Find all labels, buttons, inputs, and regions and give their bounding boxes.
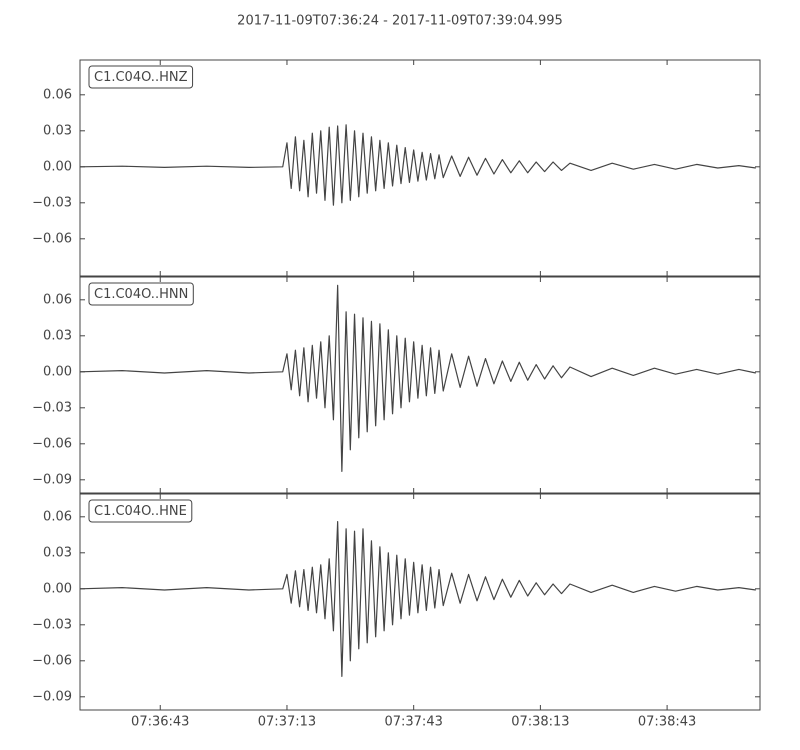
- x-tick-label: 07:37:43: [384, 715, 442, 730]
- waveform: [79, 124, 756, 206]
- y-tick-label: 0.06: [43, 292, 72, 307]
- y-tick-label: −0.03: [32, 195, 72, 210]
- x-tick-label: 07:38:43: [638, 715, 696, 730]
- y-tick-label: 0.03: [43, 545, 72, 560]
- trace-label: C1.C04O..HNN: [94, 287, 188, 302]
- x-tick-label: 07:37:13: [258, 715, 316, 730]
- y-tick-label: 0.03: [43, 123, 72, 138]
- trace-label-box: [88, 499, 193, 523]
- y-tick-label: −0.06: [32, 436, 72, 451]
- y-tick-label: −0.09: [32, 689, 72, 704]
- trace-label: C1.C04O..HNZ: [94, 70, 188, 85]
- y-tick-label: −0.06: [32, 231, 72, 246]
- y-tick-label: 0.00: [43, 159, 72, 174]
- waveform: [79, 521, 756, 677]
- y-tick-label: −0.03: [32, 617, 72, 632]
- y-tick-label: −0.06: [32, 653, 72, 668]
- y-tick-label: 0.06: [43, 509, 72, 524]
- x-tick-label: 07:38:13: [511, 715, 569, 730]
- waveform: [79, 284, 756, 472]
- y-tick-label: 0.03: [43, 328, 72, 343]
- y-tick-label: 0.06: [43, 87, 72, 102]
- plot-frame: [79, 59, 761, 277]
- plot-frame: [79, 493, 761, 711]
- y-tick-label: −0.03: [32, 400, 72, 415]
- chart-title: 2017-11-09T07:36:24 - 2017-11-09T07:39:0…: [237, 14, 563, 29]
- plot-frame: [79, 276, 761, 494]
- x-tick-label: 07:36:43: [131, 715, 189, 730]
- y-tick-label: 0.00: [43, 581, 72, 596]
- y-tick-label: −0.09: [32, 472, 72, 487]
- trace-label-box: [88, 65, 194, 89]
- y-tick-label: 0.00: [43, 364, 72, 379]
- trace-label-box: [88, 282, 194, 306]
- trace-label: C1.C04O..HNE: [94, 504, 187, 519]
